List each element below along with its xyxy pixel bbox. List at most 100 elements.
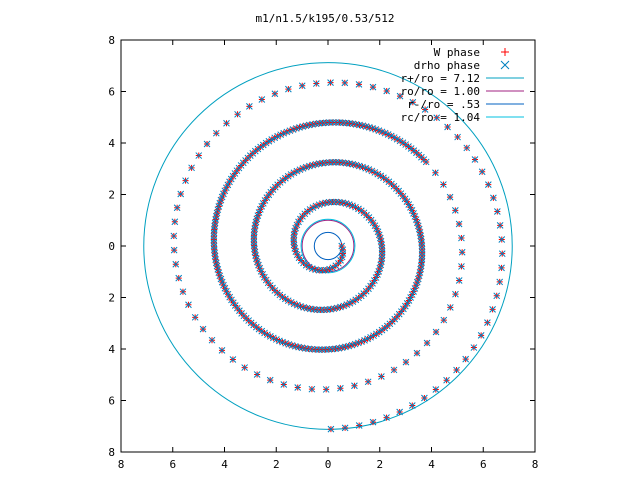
phase-point xyxy=(229,356,237,363)
y-tick-label: 4 xyxy=(108,343,115,356)
phase-point xyxy=(496,222,504,229)
y-tick-label: 2 xyxy=(108,292,115,305)
phase-point xyxy=(451,206,459,214)
phase-point xyxy=(218,346,226,354)
phase-point xyxy=(170,246,178,254)
x-tick-label: 6 xyxy=(480,458,487,471)
phase-point xyxy=(421,106,429,113)
phase-point xyxy=(471,156,479,163)
x-tick-label: 6 xyxy=(169,458,176,471)
x-tick-label: 2 xyxy=(376,458,383,471)
phase-point xyxy=(182,177,189,185)
phase-point xyxy=(452,290,459,298)
phase-point xyxy=(496,278,504,286)
phase-point xyxy=(444,123,451,131)
x-tick-label: 2 xyxy=(273,458,280,471)
phase-point xyxy=(351,382,358,390)
phase-point xyxy=(402,358,410,366)
phase-point xyxy=(179,288,187,296)
phase-point xyxy=(498,264,505,272)
phase-point xyxy=(294,384,302,391)
phase-point xyxy=(355,81,363,88)
phase-point xyxy=(446,304,454,311)
phase-point xyxy=(493,208,501,215)
x-tick-label: 8 xyxy=(118,458,125,471)
y-tick-label: 0 xyxy=(108,240,115,253)
phase-point xyxy=(246,102,253,110)
legend-label: r+/ro = 7.12 xyxy=(401,72,480,85)
phase-point xyxy=(266,376,274,384)
phase-point xyxy=(458,263,465,270)
phase-point xyxy=(199,325,207,333)
phase-point xyxy=(171,218,179,226)
phase-point xyxy=(172,260,180,268)
phase-point xyxy=(241,364,249,371)
phase-point xyxy=(175,274,183,282)
phase-point xyxy=(223,287,230,295)
phase-point xyxy=(498,236,506,243)
circle-2 xyxy=(301,219,355,273)
phase-point xyxy=(463,144,471,152)
phase-point xyxy=(280,381,288,388)
phase-point xyxy=(432,169,439,177)
phase-point xyxy=(170,232,178,240)
phase-point xyxy=(355,422,363,429)
phase-point xyxy=(390,366,398,374)
phase-point xyxy=(484,181,492,188)
phase-point xyxy=(440,316,448,324)
x-tick-label: 8 xyxy=(532,458,539,471)
y-tick-label: 8 xyxy=(108,34,115,47)
phase-point xyxy=(490,194,497,202)
phase-point xyxy=(364,378,372,386)
phase-point xyxy=(173,204,181,212)
phase-point xyxy=(203,140,211,148)
phase-point xyxy=(251,225,259,233)
phase-point xyxy=(341,79,349,87)
phase-point xyxy=(455,277,463,284)
phase-point xyxy=(285,85,292,93)
legend-marker xyxy=(500,60,510,70)
phase-point xyxy=(218,278,226,286)
phase-point xyxy=(383,87,391,95)
phase-point xyxy=(493,292,501,300)
y-tick-label: 8 xyxy=(108,446,115,459)
phase-point xyxy=(455,220,463,228)
legend-label: r-/ro = .53 xyxy=(407,98,480,111)
legend-label: W phase xyxy=(434,46,480,59)
phase-point xyxy=(308,385,316,393)
phase-point xyxy=(337,384,344,392)
phase-point xyxy=(408,402,416,409)
x-tick-label: 4 xyxy=(221,458,228,471)
phase-point xyxy=(440,181,447,188)
phase-point xyxy=(223,119,230,127)
phase-point xyxy=(409,98,417,106)
phase-point xyxy=(432,386,440,393)
y-tick-label: 6 xyxy=(108,86,115,99)
y-tick-label: 4 xyxy=(108,137,115,150)
legend-label: rc/ro = 1.04 xyxy=(401,111,481,124)
phase-point xyxy=(432,328,440,336)
phase-point xyxy=(484,319,491,326)
phase-point xyxy=(212,129,220,137)
phase-point xyxy=(443,376,450,384)
phase-point xyxy=(489,306,496,313)
phase-point xyxy=(458,248,466,256)
phase-point xyxy=(208,336,216,344)
phase-point xyxy=(191,313,199,321)
phase-point xyxy=(332,198,340,206)
phase-point xyxy=(271,90,279,98)
phase-points xyxy=(170,79,506,433)
phase-point xyxy=(369,418,377,426)
x-tick-label: 0 xyxy=(325,458,332,471)
phase-point xyxy=(327,425,335,433)
phase-point xyxy=(195,152,203,159)
phase-point xyxy=(188,164,195,172)
phase-point xyxy=(253,371,261,378)
y-tick-label: 6 xyxy=(108,395,115,408)
phase-point xyxy=(378,373,385,380)
phase-point xyxy=(478,168,486,176)
phase-point xyxy=(458,234,465,242)
